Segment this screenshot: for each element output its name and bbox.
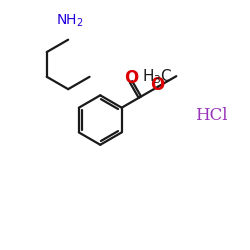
Text: HCl: HCl xyxy=(195,106,228,124)
Text: H$_3$C: H$_3$C xyxy=(142,67,172,86)
Text: NH$_2$: NH$_2$ xyxy=(56,12,83,28)
Text: O: O xyxy=(124,69,138,87)
Text: O: O xyxy=(150,76,164,94)
